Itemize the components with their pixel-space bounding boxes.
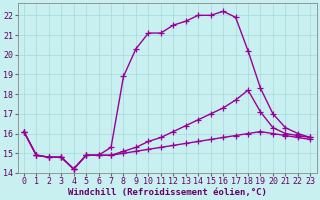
- X-axis label: Windchill (Refroidissement éolien,°C): Windchill (Refroidissement éolien,°C): [68, 188, 267, 197]
